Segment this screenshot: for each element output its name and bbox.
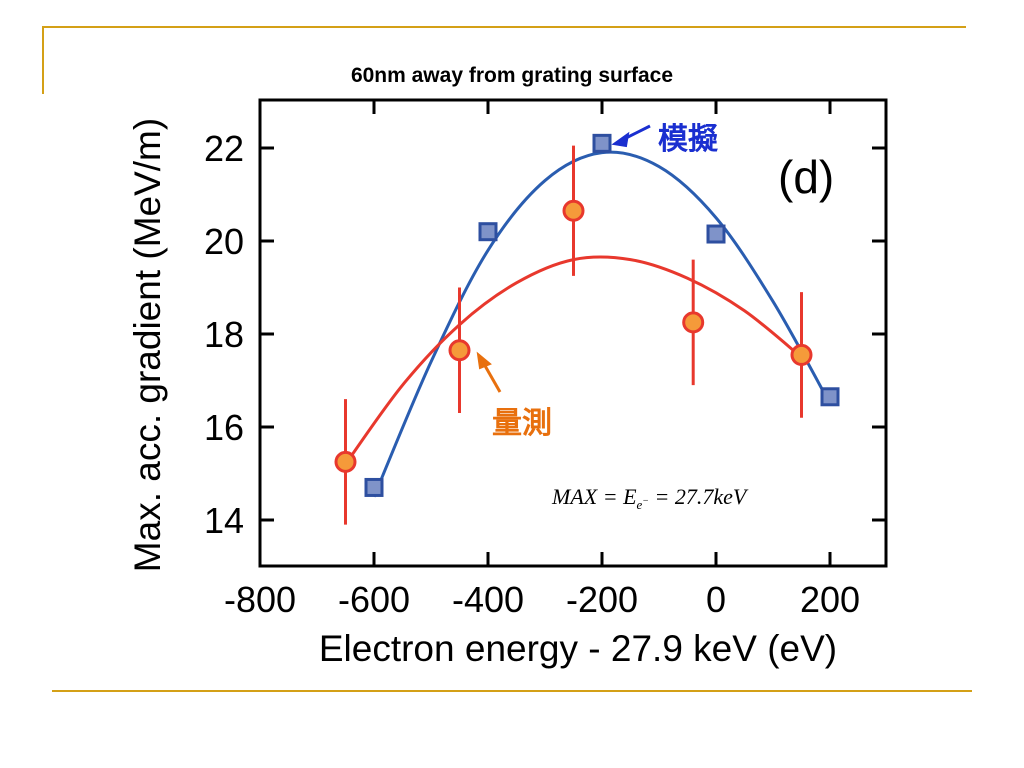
- y-tick-label: 18: [204, 314, 244, 355]
- formula-value: 27.7keV: [674, 484, 747, 509]
- x-tick-label: -200: [566, 579, 638, 620]
- measurement-point: [562, 199, 585, 222]
- formula-annotation: MAX = Ee− = 27.7keV: [552, 484, 746, 513]
- x-axis-label: Electron energy - 27.9 keV (eV): [318, 628, 838, 669]
- y-tick-label: 22: [204, 128, 244, 169]
- measurement-annotation: 量測: [492, 406, 552, 441]
- simulation-point: [364, 477, 384, 497]
- formula-sub: e: [636, 497, 643, 513]
- y-tick-label: 14: [204, 500, 244, 541]
- formula-eq1: =: [602, 484, 618, 509]
- slide-top-border: [42, 26, 966, 28]
- measurement-point: [448, 339, 471, 362]
- simulation-point: [592, 133, 612, 153]
- measurement-point: [334, 450, 357, 473]
- y-tick-label: 16: [204, 407, 244, 448]
- x-tick-label: 200: [800, 579, 860, 620]
- slide-left-border: [42, 26, 44, 94]
- measurement-point: [790, 343, 813, 366]
- simulation-arrowhead: [611, 131, 630, 148]
- measurement-point: [682, 311, 705, 334]
- x-tick-label: 0: [706, 579, 726, 620]
- simulation-point: [706, 224, 726, 244]
- measurement-fit-line: [344, 255, 803, 466]
- simulation-annotation: 模擬: [658, 122, 718, 157]
- slide-bottom-border: [52, 690, 972, 692]
- formula-sup: −: [642, 496, 650, 508]
- simulation-point: [478, 222, 498, 242]
- simulation-point: [820, 387, 840, 407]
- chart-title: 60nm away from grating surface: [350, 64, 674, 87]
- formula-lhs: MAX: [552, 484, 598, 509]
- y-tick-label: 20: [204, 221, 244, 262]
- panel-label: (d): [778, 151, 835, 203]
- measurement-arrow: [482, 363, 502, 393]
- formula-eq2: =: [654, 484, 670, 509]
- x-tick-label: -800: [224, 579, 296, 620]
- formula-e: E: [623, 484, 637, 509]
- x-tick-label: -400: [452, 579, 524, 620]
- measurement-arrowhead: [476, 351, 492, 370]
- x-tick-label: -600: [338, 579, 410, 620]
- simulation-fit-line: [372, 150, 832, 498]
- y-axis-label: Max. acc. gradient (MeV/m): [127, 117, 168, 573]
